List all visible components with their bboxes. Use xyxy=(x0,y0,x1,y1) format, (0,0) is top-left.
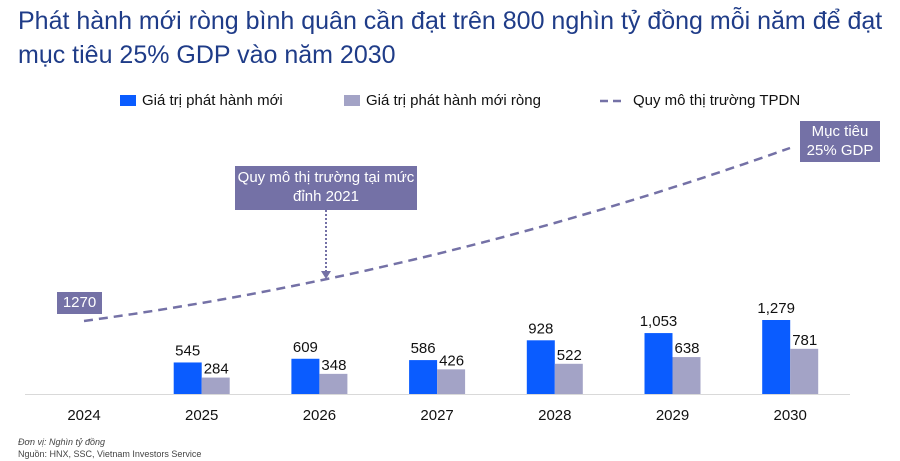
legend-item-new-issuance: Giá trị phát hành mới xyxy=(120,92,283,109)
peak-annotation-text: Quy mô thị trường tại mức đỉnh 2021 xyxy=(237,169,415,205)
data-label: 284 xyxy=(204,361,229,378)
data-label: 545 xyxy=(175,342,200,359)
legend-item-market-size: Quy mô thị trường TPDN xyxy=(600,92,800,109)
x-tick-label: 2027 xyxy=(420,407,453,424)
bar-net-issuance xyxy=(437,369,466,394)
x-tick-label: 2024 xyxy=(67,407,100,424)
bar-net-issuance xyxy=(201,377,230,394)
unit-note: Đơn vị: Nghìn tỷ đồng xyxy=(18,437,105,447)
x-tick-label: 2026 xyxy=(303,407,336,424)
peak-annotation: Quy mô thị trường tại mức đỉnh 2021 xyxy=(235,166,417,210)
legend-item-net-issuance: Giá trị phát hành mới ròng xyxy=(344,92,541,109)
x-tick-label: 2025 xyxy=(185,407,218,424)
x-tick-label: 2029 xyxy=(656,407,689,424)
data-label: 348 xyxy=(321,357,346,374)
legend-label: Giá trị phát hành mới xyxy=(142,92,283,109)
bar-new-issuance xyxy=(173,362,202,394)
data-label: 781 xyxy=(792,332,817,349)
chart-title: Phát hành mới ròng bình quân cần đạt trê… xyxy=(18,7,883,69)
legend-label: Giá trị phát hành mới ròng xyxy=(366,92,541,109)
data-label: 586 xyxy=(411,340,436,357)
x-tick-label: 2030 xyxy=(774,407,807,424)
start-value-label: 1270 xyxy=(57,292,102,314)
x-tick-label: 2028 xyxy=(538,407,571,424)
bar-net-issuance xyxy=(319,373,348,394)
data-label: 638 xyxy=(675,340,700,357)
bar-new-issuance xyxy=(291,358,320,394)
target-line2: 25% GDP xyxy=(806,142,874,159)
legend-dash xyxy=(600,99,626,102)
bar-new-issuance xyxy=(409,360,438,394)
market-size-line xyxy=(83,146,791,323)
bar-net-issuance xyxy=(790,348,819,394)
bar-new-issuance xyxy=(762,320,791,394)
bar-net-issuance xyxy=(554,363,583,394)
peak-arrow-head xyxy=(321,271,331,279)
target-annotation: Mục tiêu 25% GDP xyxy=(800,121,880,162)
data-label: 426 xyxy=(439,352,464,369)
legend-label: Quy mô thị trường TPDN xyxy=(633,92,801,109)
bar-new-issuance xyxy=(526,340,555,394)
data-label: 1,279 xyxy=(757,300,795,317)
bar-new-issuance xyxy=(644,333,673,394)
legend-swatch xyxy=(120,95,136,106)
legend-swatch xyxy=(344,95,360,106)
data-label: 522 xyxy=(557,347,582,364)
data-label: 1,053 xyxy=(640,313,678,330)
source-note: Nguồn: HNX, SSC, Vietnam Investors Servi… xyxy=(18,449,202,459)
target-line1: Mục tiêu xyxy=(811,123,869,140)
data-label: 928 xyxy=(528,320,553,337)
data-label: 609 xyxy=(293,339,318,356)
bar-net-issuance xyxy=(672,357,701,394)
